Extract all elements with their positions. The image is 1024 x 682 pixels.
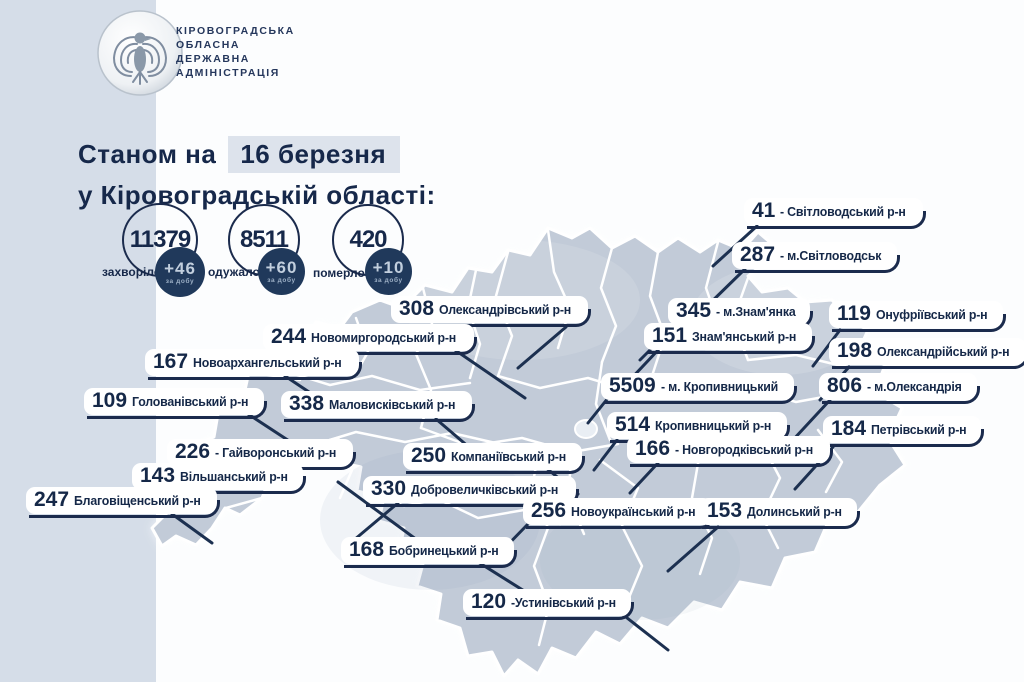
district-label-oleksandrivskyi-rn: 308 Олександрівський р-н xyxy=(391,296,592,327)
district-label-dolynskyi-rn: 153 Долинський р-н xyxy=(699,498,860,529)
district-label-kompaniivskyi-rn: 250 Компаніївський р-н xyxy=(403,443,586,474)
stat-delta-sick: +46 за добу xyxy=(155,247,205,297)
district-label-holovanivskyi-rn: 109 Голованівський р-н xyxy=(84,388,268,419)
stat-delta-value: +46 xyxy=(164,258,196,278)
stat-delta-value: +60 xyxy=(265,258,298,277)
logo-line: державна xyxy=(176,53,250,65)
district-label-novomyrhorodskyi-rn: 244 Новомиргородський р-н xyxy=(263,324,477,355)
city-kropyvnytskyi-spot xyxy=(574,419,598,439)
district-label-onufriivskyi-rn: 119 Онуфріївський р-н xyxy=(829,301,1007,332)
administration-logo xyxy=(95,8,185,98)
stat-delta-caption: за добу xyxy=(267,277,296,284)
district-label-m-oleksandriia: 806- м.Олександрія xyxy=(819,373,980,404)
district-label-novoukrainskyi-rn: 256 Новоукраїнський р-н xyxy=(523,498,716,529)
title-line-1: Станом на 16 березня xyxy=(78,134,436,175)
logo-line: Кіровоградська xyxy=(176,25,295,37)
stat-delta-caption: за добу xyxy=(374,277,403,284)
title-date-highlight: 16 березня xyxy=(228,136,401,173)
district-label-m-svitlovodsk: 287- м.Світловодськ xyxy=(732,242,900,273)
district-label-kropyvnytskyi-rn: 514 Кропивницький р-н xyxy=(607,412,791,443)
stat-delta-value: +10 xyxy=(372,258,405,277)
district-label-vilshanskyi-rn: 143 Вільшанський р-н xyxy=(132,463,307,494)
stat-delta-caption: за добу xyxy=(165,277,195,285)
district-label-bobrynetskyi-rn: 168 Бобринецький р-н xyxy=(341,537,518,568)
stat-label-sick: захворіло xyxy=(102,265,162,279)
district-label-malovyskivskyi-rn: 338 Маловисківський р-н xyxy=(281,391,475,422)
logo-line: адміністрація xyxy=(176,67,280,79)
map-shade-dark-1 xyxy=(320,450,540,590)
district-label-novhorodkivskyi-rn: 166- Новгородківський р-н xyxy=(627,436,834,467)
logo-line: обласна xyxy=(176,39,241,51)
stat-label-died: померло xyxy=(313,266,365,280)
district-label-m-kropyvnytskyi: 5509- м. Кропивницький xyxy=(601,373,797,404)
administration-name: Кіровоградська обласна державна адмініст… xyxy=(176,24,295,80)
district-label-blahovishchenskyi-rn: 247 Благовіщенський р-н xyxy=(26,487,221,518)
district-label-ustynivskyi-rn: 120 -Устинівський р-н xyxy=(463,589,635,620)
left-accent-stripe xyxy=(0,0,156,682)
district-label-m-znamianka: 345- м.Знам'янка xyxy=(668,298,813,329)
title-prefix: Станом на xyxy=(78,139,217,169)
district-label-haivoronskyi-rn: 226- Гайворонський р-н xyxy=(167,439,356,470)
district-label-znamianskyi-rn: 151 Знам'янський р-н xyxy=(644,323,815,354)
stat-delta-died: +10 за добу xyxy=(365,248,412,295)
district-label-oleksandriiskyi-rn: 198 Олександрійський р-н xyxy=(829,338,1024,369)
district-label-novoarkhanhelskyi-rn: 167 Новоархангельський р-н xyxy=(145,349,363,380)
stat-delta-recovered: +60 за добу xyxy=(258,248,305,295)
eagle-emblem-icon xyxy=(97,10,183,96)
district-label-svitlovodskyi-rn: 41- Світловодський р-н xyxy=(744,198,926,229)
district-label-petrivskyi-rn: 184 Петрівський р-н xyxy=(823,416,985,447)
stat-label-recovered: одужало xyxy=(208,265,260,279)
